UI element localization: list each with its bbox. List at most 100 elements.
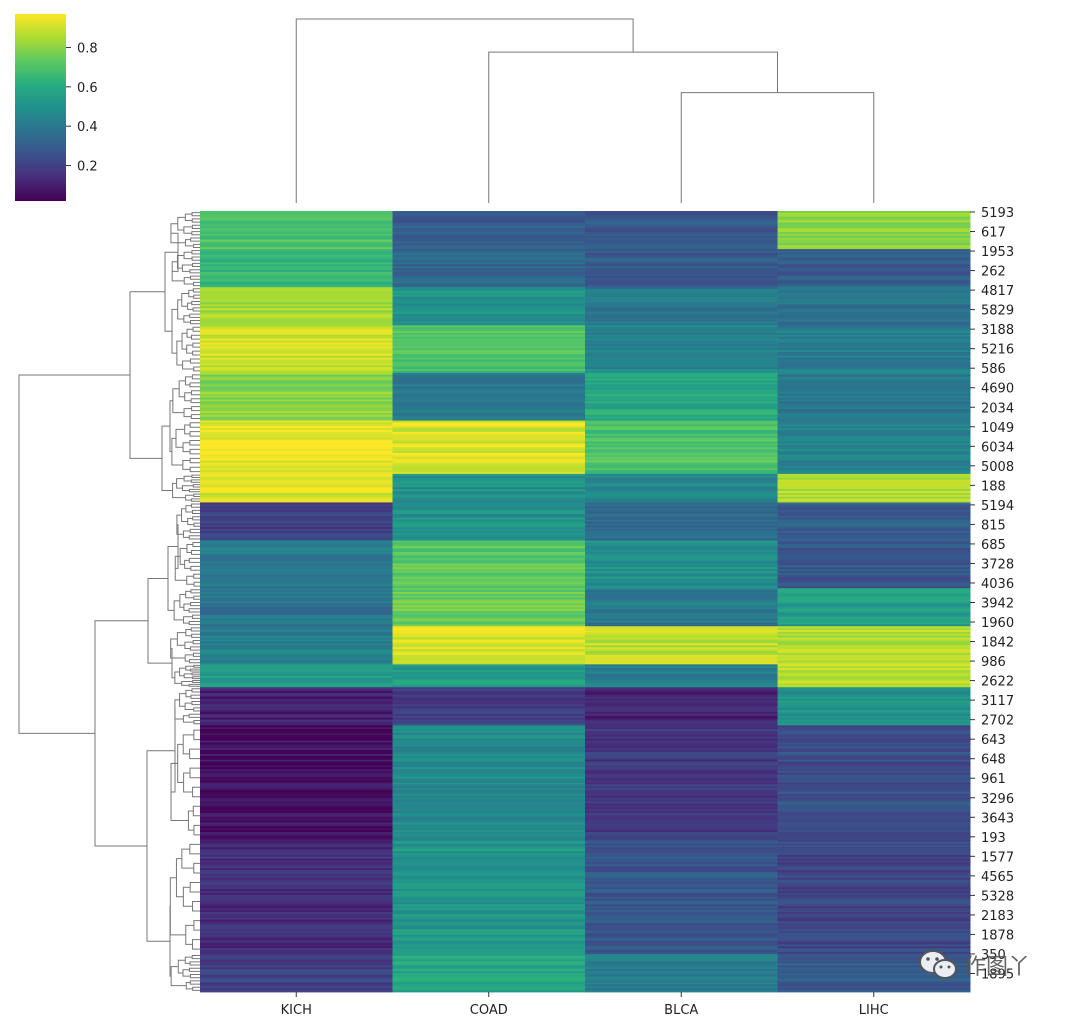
heatmap-cell <box>200 586 393 589</box>
heatmap-cell <box>200 614 393 618</box>
heatmap-cell <box>392 464 586 467</box>
heatmap-cell <box>777 412 971 416</box>
heatmap-cell <box>392 270 586 273</box>
heatmap-cell <box>200 237 393 240</box>
heatmap-cell <box>777 475 971 479</box>
heatmap-cell <box>392 279 586 282</box>
heatmap-cell <box>392 576 586 580</box>
heatmap-cell <box>777 565 971 568</box>
heatmap-cell <box>392 727 586 730</box>
heatmap-cell <box>585 548 778 551</box>
heatmap-cell <box>777 327 971 330</box>
heatmap-cell <box>200 626 393 629</box>
heatmap-cell <box>392 483 586 486</box>
heatmap-cell <box>200 409 393 412</box>
dendrogram-link <box>170 762 189 822</box>
heatmap-cell <box>200 651 393 654</box>
heatmap-cell <box>585 658 778 661</box>
heatmap-cell <box>200 689 393 692</box>
heatmap-cell <box>200 271 393 275</box>
heatmap-cell <box>585 525 778 528</box>
heatmap-cell <box>392 268 586 271</box>
heatmap-cell <box>777 790 971 793</box>
dendrogram-link <box>186 544 193 553</box>
heatmap-cell <box>585 811 778 814</box>
heatmap-cell <box>392 622 586 625</box>
heatmap-cell <box>392 931 586 934</box>
heatmap-cell <box>200 319 393 322</box>
heatmap-cell <box>392 351 586 355</box>
heatmap-cell <box>200 982 393 985</box>
heatmap-cell <box>200 744 393 747</box>
heatmap-cell <box>777 986 971 989</box>
heatmap-cell <box>777 534 971 538</box>
heatmap-cell <box>585 224 778 227</box>
heatmap-cell <box>200 449 393 452</box>
heatmap-cell <box>777 809 971 812</box>
heatmap-cell <box>777 681 971 684</box>
heatmap-cell <box>585 786 778 789</box>
heatmap-cell <box>585 405 778 408</box>
heatmap-cell <box>392 841 586 844</box>
heatmap-cell <box>392 624 586 627</box>
heatmap-cell <box>392 635 586 639</box>
heatmap-cell <box>585 938 778 941</box>
heatmap-cell <box>200 542 393 545</box>
heatmap-cell <box>585 635 778 639</box>
dendrogram-link <box>190 275 200 280</box>
heatmap-cell <box>200 946 393 949</box>
row-tick-label: 5216 <box>981 343 1014 358</box>
heatmap-cell <box>200 772 393 776</box>
heatmap-cell <box>392 934 586 938</box>
heatmap-cell <box>777 801 971 804</box>
dendrogram-link <box>172 482 186 499</box>
heatmap-cell <box>585 824 778 827</box>
dendrogram-link <box>192 542 200 547</box>
heatmap-cell <box>777 222 971 225</box>
heatmap-cell <box>392 961 586 964</box>
heatmap-cell <box>392 424 586 427</box>
heatmap-cell <box>777 769 971 772</box>
heatmap-cell <box>392 953 586 957</box>
heatmap-cell <box>777 361 971 364</box>
heatmap-cell <box>585 426 778 429</box>
heatmap-cell <box>392 837 586 840</box>
heatmap-cell <box>585 513 778 517</box>
dendrogram-link <box>191 954 200 960</box>
heatmap-cell <box>585 778 778 781</box>
heatmap-cell <box>777 323 971 326</box>
heatmap-cell <box>585 441 778 444</box>
heatmap-cell <box>777 311 971 315</box>
heatmap-cell <box>392 753 586 757</box>
heatmap-cell <box>585 401 778 404</box>
heatmap-cell <box>585 268 778 271</box>
heatmap-cell <box>777 641 971 644</box>
heatmap-cell <box>585 471 778 475</box>
heatmap-cell <box>200 323 393 326</box>
heatmap-cell <box>777 390 971 393</box>
heatmap-cell <box>392 306 586 309</box>
heatmap-cell <box>200 226 393 229</box>
heatmap-cell <box>777 944 971 947</box>
dendrogram-link <box>189 748 200 760</box>
heatmap-cell <box>777 860 971 863</box>
dendrogram-link <box>192 288 200 293</box>
heatmap-cell <box>200 847 393 850</box>
heatmap-cell <box>392 544 586 547</box>
heatmap-cell <box>585 416 778 420</box>
heatmap-cell <box>777 791 971 795</box>
heatmap-cell <box>200 950 393 953</box>
heatmap-cell <box>200 548 393 551</box>
dendrogram-link <box>189 313 200 318</box>
heatmap-cell <box>392 751 586 755</box>
heatmap-cell <box>777 237 971 240</box>
dendrogram-link <box>183 616 193 624</box>
row-dendrogram <box>18 212 200 991</box>
heatmap-cell <box>777 614 971 618</box>
heatmap-cell <box>392 660 586 663</box>
heatmap-cell <box>200 952 393 955</box>
heatmap-cell <box>392 666 586 669</box>
heatmap-cell <box>777 843 971 846</box>
watermark-text: 作图丫 <box>964 955 1031 980</box>
heatmap-cell <box>585 719 778 722</box>
